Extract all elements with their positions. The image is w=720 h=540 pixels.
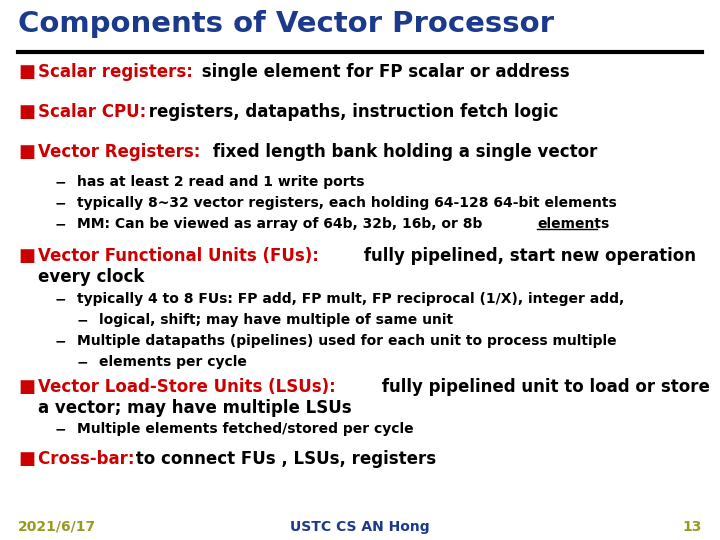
- Text: single element for FP scalar or address: single element for FP scalar or address: [196, 63, 570, 81]
- Text: Vector Functional Units (FUs):: Vector Functional Units (FUs):: [38, 247, 319, 265]
- Text: ■: ■: [18, 247, 35, 265]
- Text: fully pipelined unit to load or store: fully pipelined unit to load or store: [376, 378, 710, 396]
- Text: Multiple elements fetched/stored per cycle: Multiple elements fetched/stored per cyc…: [77, 422, 413, 436]
- Text: has at least 2 read and 1 write ports: has at least 2 read and 1 write ports: [77, 175, 364, 189]
- Text: −: −: [77, 355, 89, 369]
- Text: a vector; may have multiple LSUs: a vector; may have multiple LSUs: [38, 399, 351, 417]
- Text: logical, shift; may have multiple of same unit: logical, shift; may have multiple of sam…: [99, 313, 453, 327]
- Text: ■: ■: [18, 143, 35, 161]
- Text: ■: ■: [18, 450, 35, 468]
- Text: MM: Can be viewed as array of 64b, 32b, 16b, or 8b: MM: Can be viewed as array of 64b, 32b, …: [77, 217, 487, 231]
- Text: elements: elements: [537, 217, 609, 231]
- Text: registers, datapaths, instruction fetch logic: registers, datapaths, instruction fetch …: [143, 103, 559, 121]
- Text: Scalar registers:: Scalar registers:: [38, 63, 193, 81]
- Text: every clock: every clock: [38, 268, 145, 286]
- Text: 13: 13: [683, 520, 702, 534]
- Text: to connect FUs , LSUs, registers: to connect FUs , LSUs, registers: [130, 450, 436, 468]
- Text: typically 4 to 8 FUs: FP add, FP mult, FP reciprocal (1/X), integer add,: typically 4 to 8 FUs: FP add, FP mult, F…: [77, 292, 624, 306]
- Text: elements per cycle: elements per cycle: [99, 355, 247, 369]
- Text: ■: ■: [18, 378, 35, 396]
- Text: fixed length bank holding a single vector: fixed length bank holding a single vecto…: [207, 143, 598, 161]
- Text: USTC CS AN Hong: USTC CS AN Hong: [290, 520, 430, 534]
- Text: ■: ■: [18, 103, 35, 121]
- Text: −: −: [55, 217, 67, 231]
- Text: Components of Vector Processor: Components of Vector Processor: [18, 10, 554, 38]
- Text: ■: ■: [18, 63, 35, 81]
- Text: −: −: [55, 175, 67, 189]
- Text: −: −: [55, 422, 67, 436]
- Text: typically 8~32 vector registers, each holding 64-128 64-bit elements: typically 8~32 vector registers, each ho…: [77, 196, 617, 210]
- Text: −: −: [55, 292, 67, 306]
- Text: Cross-bar:: Cross-bar:: [38, 450, 140, 468]
- Text: Vector Load-Store Units (LSUs):: Vector Load-Store Units (LSUs):: [38, 378, 336, 396]
- Text: Vector Registers:: Vector Registers:: [38, 143, 200, 161]
- Text: fully pipelined, start new operation: fully pipelined, start new operation: [358, 247, 696, 265]
- Text: Scalar CPU:: Scalar CPU:: [38, 103, 146, 121]
- Text: 2021/6/17: 2021/6/17: [18, 520, 96, 534]
- Text: −: −: [55, 334, 67, 348]
- Text: −: −: [55, 196, 67, 210]
- Text: −: −: [77, 313, 89, 327]
- Text: Multiple datapaths (pipelines) used for each unit to process multiple: Multiple datapaths (pipelines) used for …: [77, 334, 616, 348]
